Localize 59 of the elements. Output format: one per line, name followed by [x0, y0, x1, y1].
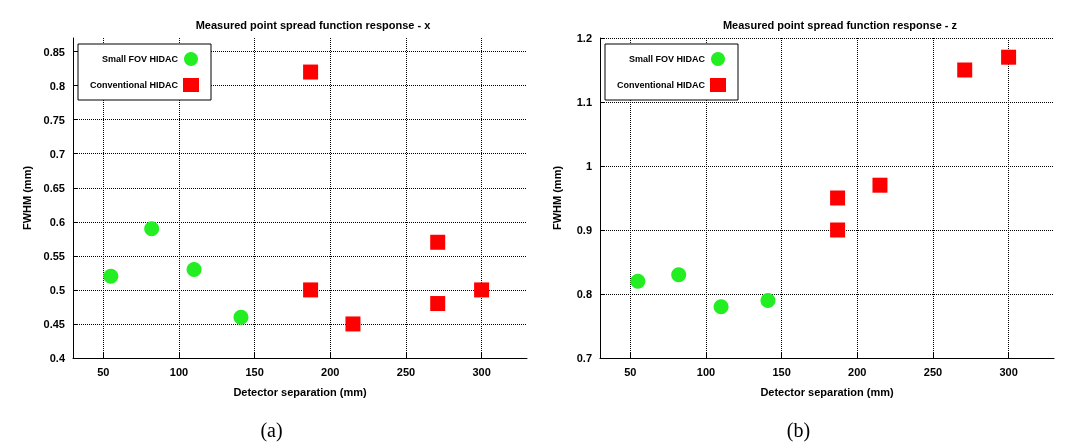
legend-label: Small FOV HIDAC	[101, 54, 179, 64]
y-tick-label: 1	[585, 160, 592, 172]
point	[474, 282, 490, 298]
y-axis-title: FWHM (mm)	[550, 165, 563, 231]
y-tick-label: 0.6	[49, 215, 65, 228]
point	[430, 296, 446, 312]
point	[713, 299, 729, 315]
x-axis-title: Detector separation (mm)	[760, 385, 894, 398]
y-tick-label: 0.8	[576, 288, 592, 300]
x-tick-label: 250	[396, 365, 416, 378]
point	[830, 190, 846, 206]
y-tick-label: 0.9	[576, 224, 592, 236]
point	[872, 177, 888, 193]
y-tick-label: 0.7	[576, 352, 592, 364]
x-tick-label: 300	[999, 365, 1018, 378]
point	[345, 316, 361, 332]
y-tick-label: 0.65	[43, 181, 65, 194]
y-tick-label: 0.55	[43, 249, 65, 262]
chart-title: Measured point spread function response - z	[722, 18, 958, 31]
y-tick-label: 1.1	[576, 96, 592, 108]
x-tick-label: 200	[321, 365, 340, 378]
x-tick-label: 100	[169, 365, 189, 378]
point	[957, 62, 973, 78]
y-tick-label: 0.4	[49, 352, 66, 364]
y-tick-label: 0.5	[49, 283, 65, 296]
point	[186, 261, 202, 277]
legend-label: Conventional HIDAC	[89, 80, 179, 90]
y-tick-label: 0.75	[43, 113, 65, 126]
y-tick-label: 0.7	[49, 147, 65, 160]
x-tick-label: 100	[696, 365, 716, 378]
text: (b)	[786, 419, 811, 442]
text: (a)	[260, 419, 283, 442]
chart-title: Measured point spread function response - x	[195, 18, 432, 31]
point	[830, 222, 846, 238]
point	[303, 64, 319, 80]
legend-label: Small FOV HIDAC	[628, 54, 706, 64]
point	[760, 292, 776, 308]
x-tick-label: 50	[624, 365, 637, 378]
x-axis-title: Detector separation (mm)	[233, 385, 367, 398]
point	[103, 268, 119, 284]
point	[430, 234, 446, 250]
x-tick-label: 150	[772, 365, 791, 378]
y-tick-label: 0.45	[43, 317, 65, 330]
point	[233, 309, 249, 325]
legend-label: Conventional HIDAC	[616, 80, 706, 90]
x-tick-label: 50	[97, 365, 110, 378]
point	[144, 221, 160, 237]
y-axis-title: FWHM (mm)	[21, 165, 34, 231]
point	[671, 267, 687, 283]
x-tick-label: 150	[245, 365, 264, 378]
x-tick-label: 300	[472, 365, 491, 378]
x-tick-label: 200	[848, 365, 867, 378]
point	[303, 282, 319, 298]
x-tick-label: 250	[923, 365, 943, 378]
point	[630, 273, 646, 289]
y-tick-label: 0.85	[43, 45, 65, 58]
y-tick-label: 0.8	[49, 79, 65, 92]
point	[1001, 49, 1017, 65]
y-tick-label: 1.2	[576, 32, 592, 44]
